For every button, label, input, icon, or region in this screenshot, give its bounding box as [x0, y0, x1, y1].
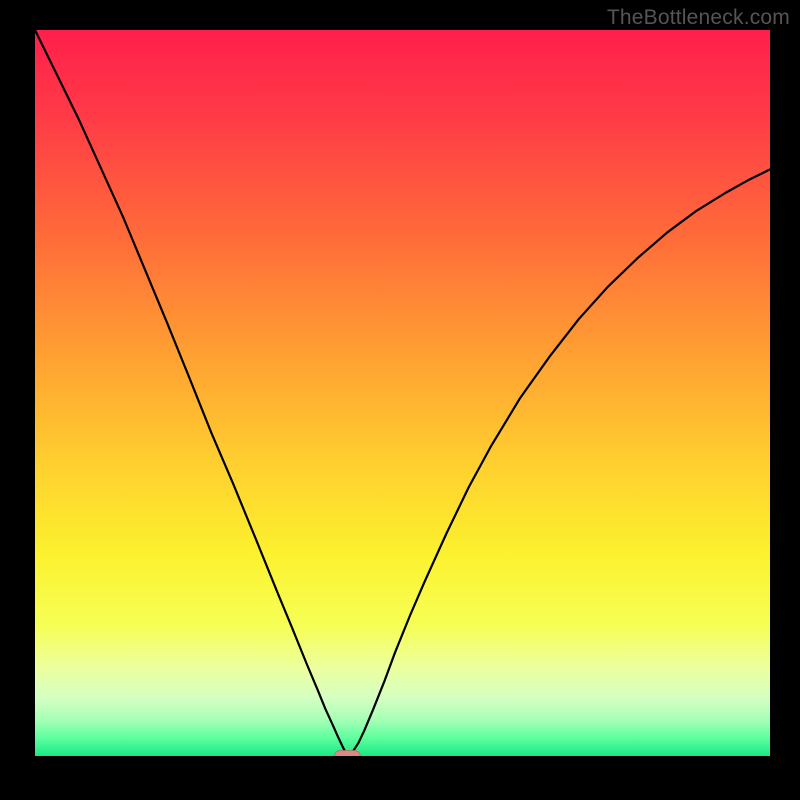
marker-pill — [335, 751, 361, 756]
plot-area — [35, 30, 770, 756]
watermark-text: TheBottleneck.com — [607, 6, 790, 30]
chart-stage: TheBottleneck.com — [0, 0, 800, 800]
minimum-marker — [35, 30, 770, 756]
